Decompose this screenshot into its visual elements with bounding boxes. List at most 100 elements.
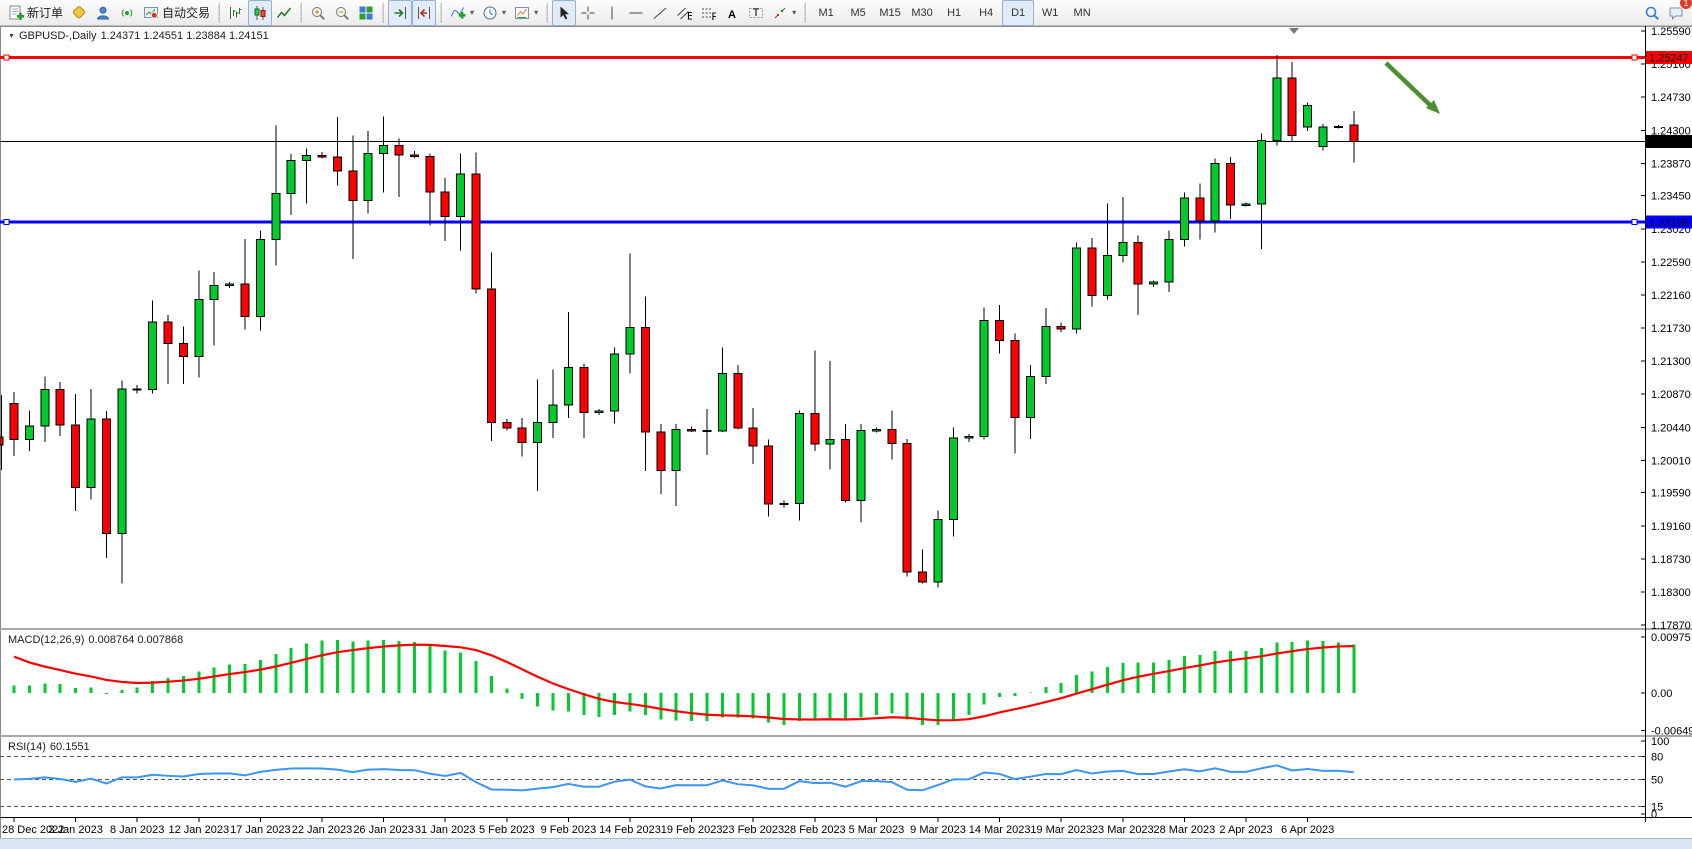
zoom-in-button[interactable] xyxy=(306,0,330,26)
vertical-line-icon xyxy=(611,6,613,19)
candlestick-button[interactable] xyxy=(248,0,273,26)
svg-text:1.20010: 1.20010 xyxy=(1651,455,1691,467)
search-button[interactable] xyxy=(1640,0,1664,26)
svg-text:1.18730: 1.18730 xyxy=(1651,554,1691,566)
svg-text:19 Mar 2023: 19 Mar 2023 xyxy=(1030,824,1092,836)
resistance-line[interactable] xyxy=(0,54,1645,61)
svg-text:1.22160: 1.22160 xyxy=(1651,290,1691,302)
svg-text:1.19590: 1.19590 xyxy=(1651,488,1691,500)
svg-text:0: 0 xyxy=(1651,809,1657,821)
svg-text:1.25590: 1.25590 xyxy=(1651,26,1691,38)
timeframe-d1-button[interactable]: D1 xyxy=(1002,0,1035,26)
timeframe-h1-button[interactable]: H1 xyxy=(947,6,962,19)
timeframe-mn-button[interactable]: MN xyxy=(1073,6,1091,19)
chevron-down-icon[interactable]: ▾ xyxy=(502,8,507,17)
text-button[interactable]: A xyxy=(720,0,744,26)
toolbar-separator xyxy=(382,2,385,23)
timeframe-m1-button[interactable]: M1 xyxy=(818,6,834,19)
svg-text:15: 15 xyxy=(1651,801,1663,813)
community-button[interactable] xyxy=(91,0,115,26)
arrows-button[interactable]: ▾ xyxy=(768,0,800,26)
trendline-button[interactable] xyxy=(648,0,672,26)
toolbar-separator xyxy=(300,2,303,23)
notification-badge: 1 xyxy=(1679,0,1692,10)
auto-trading-button[interactable]: 自动交易 xyxy=(139,0,214,26)
svg-text:9 Mar 2023: 9 Mar 2023 xyxy=(910,824,966,836)
svg-text:28 Dec 2022: 28 Dec 2022 xyxy=(2,824,64,836)
candlestick-icon xyxy=(254,5,266,20)
svg-text:31 Jan 2023: 31 Jan 2023 xyxy=(415,824,476,836)
chart-shift-marker[interactable] xyxy=(1289,28,1299,34)
rsi-line xyxy=(13,764,1354,792)
periods-icon xyxy=(483,6,497,19)
new-order-icon xyxy=(9,5,24,20)
tile-windows-button[interactable] xyxy=(354,0,378,26)
templates-button[interactable]: ▾ xyxy=(510,0,542,26)
auto-trading-icon xyxy=(144,6,159,19)
bar-chart-button[interactable] xyxy=(224,0,248,26)
chevron-down-icon[interactable]: ▾ xyxy=(470,8,475,17)
chart-canvas[interactable]: 1.255901.251601.247301.243001.238701.234… xyxy=(0,26,1692,839)
price-axis[interactable]: 1.255901.251601.247301.243001.238701.234… xyxy=(1641,26,1691,632)
signals-icon xyxy=(121,8,133,17)
svg-text:1.23870: 1.23870 xyxy=(1651,158,1691,170)
svg-text:T: T xyxy=(753,7,760,19)
svg-text:3 Jan 2023: 3 Jan 2023 xyxy=(48,824,102,836)
indicators-button[interactable]: ▾ xyxy=(446,0,478,26)
chat-button[interactable]: 1 xyxy=(1664,0,1692,26)
svg-text:0.00975: 0.00975 xyxy=(1651,632,1691,644)
macd-label: MACD(12,26,9) 0.008764 0.007868 xyxy=(8,634,184,646)
label-button[interactable]: T xyxy=(744,0,768,26)
timeframe-w1-button[interactable]: W1 xyxy=(1041,6,1059,19)
line-chart-icon xyxy=(276,7,292,18)
cursor-icon xyxy=(560,6,570,19)
svg-text:-0.006494: -0.006494 xyxy=(1651,725,1692,737)
svg-text:1.24300: 1.24300 xyxy=(1651,125,1691,137)
svg-text:8 Jan 2023: 8 Jan 2023 xyxy=(110,824,164,836)
status-bar xyxy=(0,838,1692,849)
svg-text:1.23106: 1.23106 xyxy=(1649,217,1689,229)
timeframe-m5-button[interactable]: M5 xyxy=(850,6,866,19)
trendline-icon xyxy=(653,7,667,19)
timeframe-m30-button[interactable]: M30 xyxy=(911,6,933,19)
horizontal-line-icon xyxy=(629,12,643,13)
auto-trading-button-label: 自动交易 xyxy=(162,6,211,20)
svg-text:1.22590: 1.22590 xyxy=(1651,257,1691,269)
svg-text:6 Apr 2023: 6 Apr 2023 xyxy=(1281,824,1334,836)
chart-window[interactable]: 1.25590 1.25160 1.24730 1.24300 1.23870 1.234… xyxy=(0,26,1692,839)
channel-button[interactable]: E xyxy=(672,0,696,26)
crosshair-button[interactable] xyxy=(576,0,600,26)
svg-text:17 Jan 2023: 17 Jan 2023 xyxy=(230,824,291,836)
chevron-down-icon[interactable]: ▾ xyxy=(534,8,539,17)
svg-text:22 Jan 2023: 22 Jan 2023 xyxy=(292,824,353,836)
periods-button[interactable]: ▾ xyxy=(478,0,510,26)
signals-button[interactable] xyxy=(115,0,139,26)
editor-button[interactable] xyxy=(67,0,91,26)
svg-text:28 Mar 2023: 28 Mar 2023 xyxy=(1154,824,1216,836)
indicators-icon xyxy=(451,6,466,19)
auto-scroll-button[interactable] xyxy=(388,0,413,26)
cursor-button[interactable] xyxy=(552,0,577,26)
chart-menu-icon[interactable]: ▼ xyxy=(8,32,15,40)
toolbar-right: 1 xyxy=(1640,0,1692,26)
macd-axis: 0.00975 0.00 -0.006494 xyxy=(1641,632,1692,737)
label-icon: T xyxy=(749,7,764,19)
svg-text:1.21730: 1.21730 xyxy=(1651,323,1691,335)
horizontal-line-button[interactable] xyxy=(624,0,648,26)
svg-text:1.25247: 1.25247 xyxy=(1649,52,1689,64)
new-order-button-label: 新订单 xyxy=(27,6,64,20)
timeframe-h4-button[interactable]: H4 xyxy=(979,6,994,19)
vertical-line-button[interactable] xyxy=(600,0,624,26)
svg-text:1.18300: 1.18300 xyxy=(1651,587,1691,599)
zoom-out-button[interactable] xyxy=(330,0,354,26)
svg-text:A: A xyxy=(728,9,736,21)
line-chart-button[interactable] xyxy=(272,0,296,26)
timeframe-m15-button[interactable]: M15 xyxy=(879,6,901,19)
chevron-down-icon[interactable]: ▾ xyxy=(792,8,797,17)
trend-arrow[interactable] xyxy=(1384,61,1440,114)
fibonacci-button[interactable]: F xyxy=(696,0,720,26)
new-order-button[interactable]: 新订单 xyxy=(4,0,67,26)
chart-shift-button[interactable] xyxy=(412,0,437,26)
